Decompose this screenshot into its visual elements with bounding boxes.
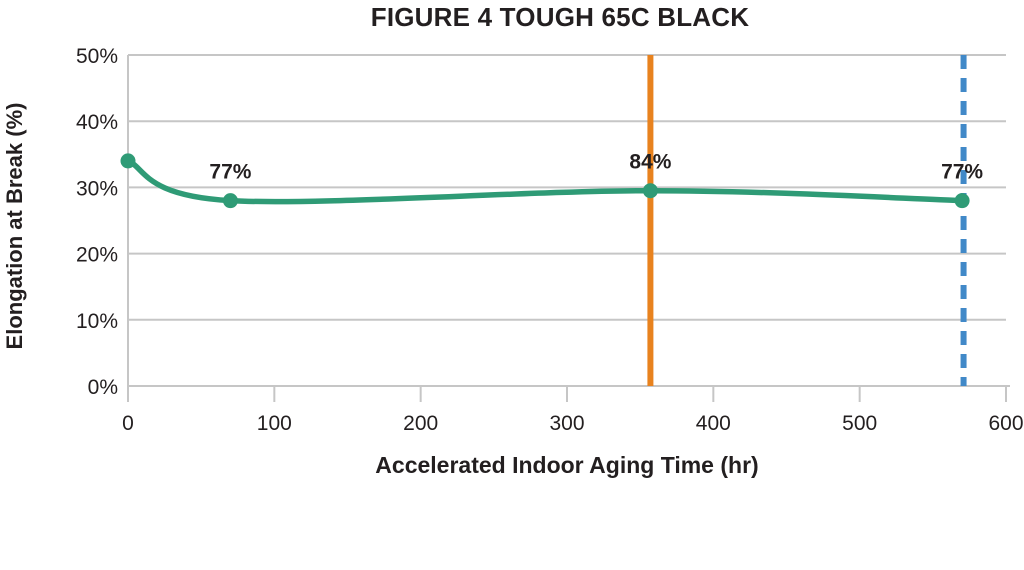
x-axis-title: Accelerated Indoor Aging Time (hr) [375, 452, 759, 478]
x-tick-label: 100 [257, 412, 292, 435]
chart-title: FIGURE 4 TOUGH 65C BLACK [370, 2, 750, 32]
y-tick-label: 40% [76, 111, 118, 134]
x-tick-label: 200 [403, 412, 438, 435]
data-point-marker [222, 193, 238, 209]
x-tick-label: 600 [988, 412, 1023, 435]
data-point-label: 77% [941, 161, 983, 184]
data-point-marker [120, 153, 136, 169]
data-point-marker [954, 193, 970, 209]
x-tick-label: 400 [696, 412, 731, 435]
y-tick-label: 0% [88, 376, 118, 399]
data-point-label: 77% [209, 161, 251, 184]
series-line [125, 158, 965, 205]
x-tick-label: 300 [549, 412, 584, 435]
y-tick-label: 10% [76, 310, 118, 333]
x-tick-label: 0 [122, 412, 134, 435]
data-point-marker [642, 183, 658, 199]
x-tick-label: 500 [842, 412, 877, 435]
y-tick-label: 30% [76, 177, 118, 200]
legend: Figure 4 Tough 65C Black 5 Year Aging 8 … [0, 488, 1024, 563]
data-point-label: 84% [629, 151, 671, 174]
y-tick-label: 20% [76, 244, 118, 267]
y-tick-label: 50% [76, 45, 118, 68]
